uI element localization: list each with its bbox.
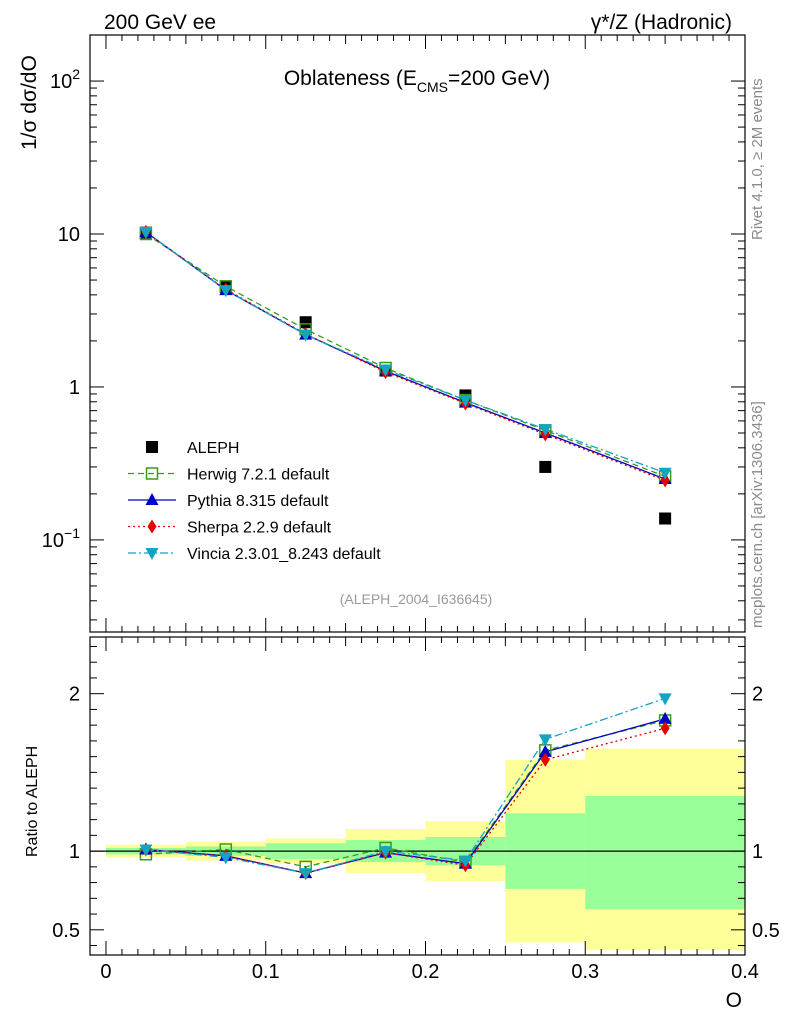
x-tick-label: 0.4 bbox=[731, 961, 759, 983]
legend: ALEPH Herwig 7.2.1 default Pythia 8.315 de… bbox=[128, 440, 381, 563]
ratio-point-pythia bbox=[658, 711, 672, 724]
x-axis-label: O bbox=[726, 989, 742, 1012]
ratio-point-sherpa bbox=[660, 721, 670, 736]
y-tick-label: 10−1 bbox=[42, 525, 80, 552]
ratio-point-vincia bbox=[139, 844, 153, 857]
rivet-label: Rivet 4.1.0, ≥ 2M events bbox=[749, 78, 766, 240]
legend-label-herwig: Herwig 7.2.1 default bbox=[187, 467, 330, 484]
x-tick-label: 0.2 bbox=[412, 961, 440, 983]
x-tick-label: 0 bbox=[100, 961, 111, 983]
legend-marker-aleph bbox=[146, 441, 158, 453]
main-point-aleph bbox=[659, 512, 672, 525]
legend-label-vincia: Vincia 2.3.01_8.243 default bbox=[187, 546, 381, 563]
title-main: Oblateness (E bbox=[284, 67, 417, 90]
ratio-y-axis-label: Ratio to ALEPH bbox=[24, 746, 41, 857]
legend-marker-pythia bbox=[145, 493, 159, 505]
ratio-y-tick-label: 1 bbox=[69, 841, 80, 863]
y-tick-label: 1 bbox=[69, 377, 80, 399]
ratio-y-tick-label-right: 2 bbox=[752, 684, 763, 706]
ratio-y-tick-label-right: 1 bbox=[752, 841, 763, 863]
main-point-vincia bbox=[139, 227, 153, 240]
ratio-point-vincia bbox=[379, 846, 393, 859]
main-point-sherpa bbox=[660, 473, 670, 488]
ratio-point-pythia bbox=[538, 744, 552, 757]
legend-label-aleph: ALEPH bbox=[187, 440, 239, 457]
ratio-point-vincia bbox=[299, 868, 313, 881]
y-tick-label: 10 bbox=[58, 224, 80, 246]
ratio-band-stat bbox=[585, 796, 745, 910]
legend-label-sherpa: Sherpa 2.2.9 default bbox=[187, 520, 332, 537]
x-tick-label: 0.1 bbox=[252, 961, 280, 983]
main-point-aleph bbox=[539, 460, 552, 473]
y-axis-label: 1/σ dσ/dO bbox=[18, 55, 41, 150]
ratio-point-sherpa bbox=[540, 752, 550, 767]
ratio-frame bbox=[89, 636, 746, 956]
series-markers bbox=[139, 225, 672, 881]
y-tick-label: 102 bbox=[50, 66, 80, 93]
chart-title: Oblateness (ECMS=200 GeV) bbox=[284, 67, 550, 95]
analysis-label: (ALEPH_2004_I636645) bbox=[340, 591, 493, 607]
main-point-vincia bbox=[299, 329, 313, 342]
main-point-vincia bbox=[219, 285, 233, 298]
ratio-y-tick-label: 2 bbox=[69, 684, 80, 706]
main-point-vincia bbox=[538, 424, 552, 437]
header-left: 200 GeV ee bbox=[104, 11, 216, 34]
axes-frames: 10−1 1 10 102 0 0.1 0.2 0.3 0.4 0.5 0.5 1 1 2 2 bbox=[42, 34, 780, 983]
legend-marker-sherpa bbox=[147, 519, 157, 534]
legend-label-pythia: Pythia 8.315 default bbox=[187, 493, 329, 510]
main-line-vincia bbox=[145, 231, 666, 474]
ratio-point-vincia bbox=[538, 734, 552, 747]
header-right: γ*/Z (Hadronic) bbox=[591, 11, 732, 34]
ratio-point-vincia bbox=[658, 693, 672, 706]
main-point-vincia bbox=[658, 467, 672, 480]
title-end: =200 GeV) bbox=[448, 67, 550, 90]
ratio-point-vincia bbox=[219, 852, 233, 865]
ratio-point-vincia bbox=[458, 855, 472, 868]
legend-marker-vincia bbox=[145, 548, 159, 560]
main-point-aleph bbox=[299, 316, 312, 329]
ratio-y-tick-label-right: 0.5 bbox=[752, 920, 780, 942]
main-frame bbox=[89, 34, 746, 633]
x-tick-label: 0.3 bbox=[571, 961, 599, 983]
main-point-vincia bbox=[458, 395, 472, 408]
ratio-bands bbox=[105, 748, 745, 951]
ratio-y-tick-label: 0.5 bbox=[52, 920, 80, 942]
legend-marker-herwig bbox=[145, 467, 159, 480]
mcplots-label: mcplots.cern.ch [arXiv:1306.3436] bbox=[749, 401, 766, 628]
title-subscript: CMS bbox=[417, 79, 448, 95]
main-point-vincia bbox=[379, 364, 393, 377]
